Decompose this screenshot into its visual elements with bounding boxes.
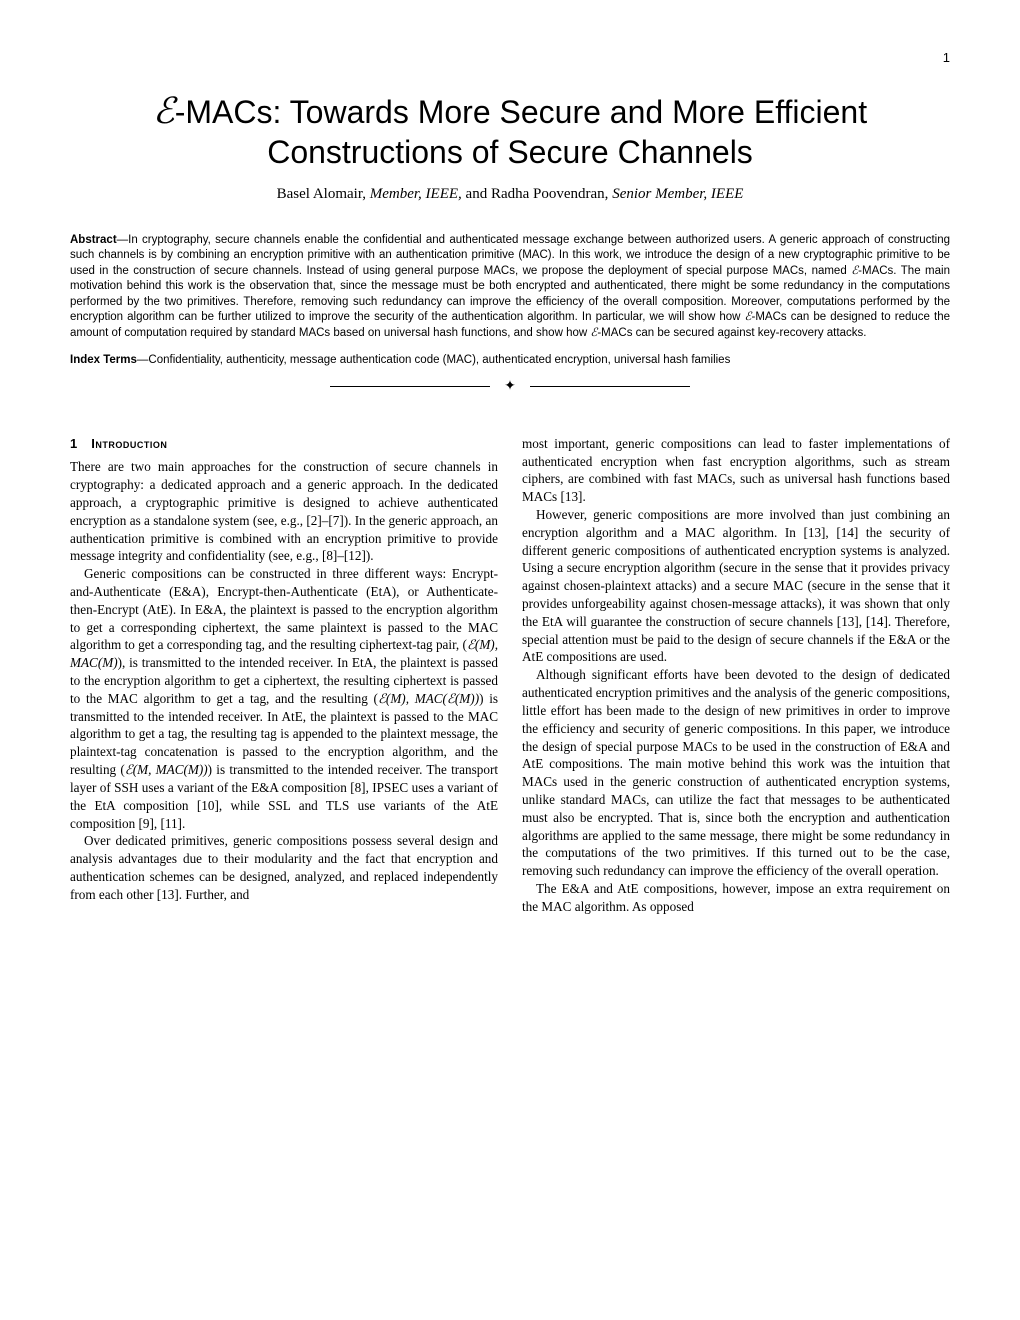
diamond-icon: ✦ [504,378,516,395]
paragraph: Over dedicated primitives, generic compo… [70,832,498,903]
paragraph: most important, generic compositions can… [522,435,950,506]
section-divider: ✦ [70,377,950,395]
abstract: Abstract—In cryptography, secure channel… [70,233,950,342]
paragraph: Generic compositions can be constructed … [70,565,498,832]
authors-line: Basel Alomair, Member, IEEE, and Radha P… [70,186,950,203]
paragraph: Although significant efforts have been d… [522,666,950,880]
paper-title: ℰ-MACs: Towards More Secure and More Eff… [70,90,950,172]
paragraph: There are two main approaches for the co… [70,458,498,565]
paragraph: The E&A and AtE compositions, however, i… [522,880,950,916]
page-number: 1 [943,50,950,65]
body-columns: 1Introduction There are two main approac… [70,435,950,916]
paragraph: However, generic compositions are more i… [522,506,950,666]
index-terms: Index Terms—Confidentiality, authenticit… [70,353,950,369]
section-heading: 1Introduction [70,435,498,453]
